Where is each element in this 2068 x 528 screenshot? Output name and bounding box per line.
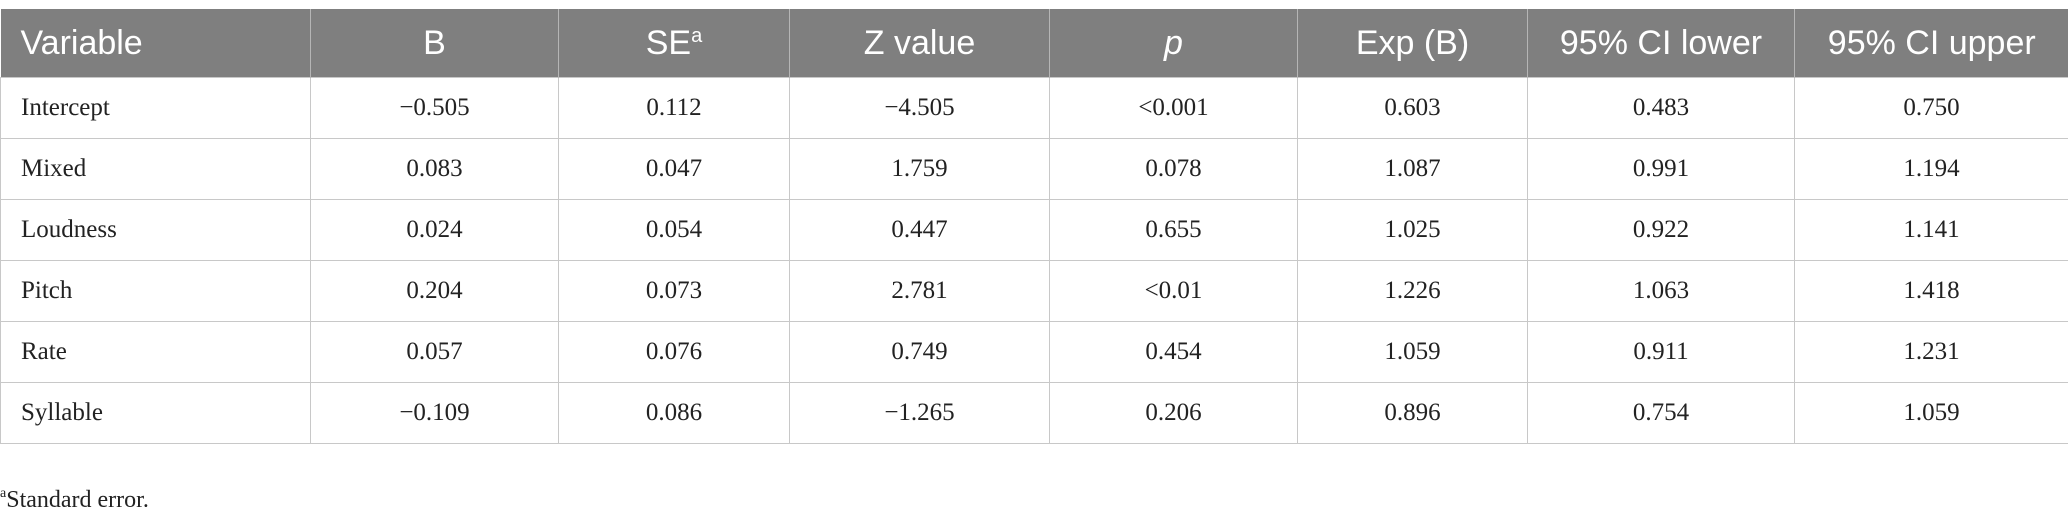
header-text: p — [1164, 23, 1183, 62]
table-cell: 1.231 — [1794, 321, 2068, 383]
table-cell: Mixed — [0, 138, 311, 200]
table-cell: 0.991 — [1527, 138, 1795, 200]
header-text: Z value — [863, 23, 976, 62]
table-cell: 0.047 — [558, 138, 790, 200]
table-row: Loudness 0.024 0.054 0.447 0.655 1.025 0.922 1.… — [0, 199, 2068, 261]
table-cell: 0.750 — [1794, 77, 2068, 139]
table-body: Intercept −0.505 0.112 −4.505 <0.001 0.603 0.4… — [0, 77, 2068, 444]
results-table: Variable B SEa Z value p Exp (B) 95% CI lower 9… — [0, 9, 2068, 444]
header-text: B — [423, 23, 446, 62]
table-cell: 0.655 — [1049, 199, 1298, 261]
table-cell: Syllable — [0, 382, 311, 444]
header-cell: 95% CI lower — [1527, 9, 1795, 78]
table-row: Mixed 0.083 0.047 1.759 0.078 1.087 0.991 1.194 — [0, 138, 2068, 200]
table-cell: 0.483 — [1527, 77, 1795, 139]
table-cell: 0.054 — [558, 199, 790, 261]
header-cell: Exp (B) — [1297, 9, 1528, 78]
table-row: Pitch 0.204 0.073 2.781 <0.01 1.226 1.063 1.418 — [0, 260, 2068, 322]
table-cell: 1.059 — [1794, 382, 2068, 444]
footnote-text: Standard error. — [6, 487, 149, 513]
header-cell: p — [1049, 9, 1298, 78]
header-text: Variable — [20, 23, 143, 62]
table-cell: 0.057 — [310, 321, 559, 383]
table-row: Rate 0.057 0.076 0.749 0.454 1.059 0.911 1.231 — [0, 321, 2068, 383]
table-cell: 0.076 — [558, 321, 790, 383]
table-cell: 2.781 — [789, 260, 1050, 322]
table-cell: 0.603 — [1297, 77, 1528, 139]
header-text: 95% CI lower — [1559, 23, 1763, 62]
table-cell: 0.749 — [789, 321, 1050, 383]
table-cell: −0.109 — [310, 382, 559, 444]
header-cell: Z value — [789, 9, 1050, 78]
footnote: aStandard error. — [0, 486, 149, 514]
table-cell: 0.454 — [1049, 321, 1298, 383]
header-text: Exp (B) — [1355, 23, 1470, 62]
table-cell: 1.141 — [1794, 199, 2068, 261]
table-cell: 1.418 — [1794, 260, 2068, 322]
table-cell: 0.911 — [1527, 321, 1795, 383]
header-text: SE — [645, 23, 692, 62]
table-cell: 0.754 — [1527, 382, 1795, 444]
table-cell: 0.083 — [310, 138, 559, 200]
table-cell: 0.922 — [1527, 199, 1795, 261]
table-cell: 0.204 — [310, 260, 559, 322]
header-cell: 95% CI upper — [1794, 9, 2068, 78]
table-cell: Loudness — [0, 199, 311, 261]
table-cell: 0.112 — [558, 77, 790, 139]
table-cell: −4.505 — [789, 77, 1050, 139]
table-cell: 1.759 — [789, 138, 1050, 200]
table-cell: Rate — [0, 321, 311, 383]
table-cell: <0.01 — [1049, 260, 1298, 322]
table-cell: 1.059 — [1297, 321, 1528, 383]
table-cell: 1.087 — [1297, 138, 1528, 200]
table-cell: <0.001 — [1049, 77, 1298, 139]
table-cell: 0.024 — [310, 199, 559, 261]
header-footnote-marker: a — [691, 24, 703, 47]
table-cell: −0.505 — [310, 77, 559, 139]
table-row: Syllable −0.109 0.086 −1.265 0.206 0.896 0.754… — [0, 382, 2068, 444]
table-cell: −1.265 — [789, 382, 1050, 444]
footnote-marker: a — [0, 486, 7, 501]
table-cell: 1.226 — [1297, 260, 1528, 322]
header-row: Variable B SEa Z value p Exp (B) 95% CI lower 9… — [0, 9, 2068, 78]
table-cell: Intercept — [0, 77, 311, 139]
table-cell: 0.206 — [1049, 382, 1298, 444]
table-cell: 1.025 — [1297, 199, 1528, 261]
header-cell: Variable — [0, 9, 311, 78]
header-cell: SEa — [558, 9, 790, 78]
header-cell: B — [310, 9, 559, 78]
table-cell: 0.073 — [558, 260, 790, 322]
table-cell: Pitch — [0, 260, 311, 322]
table-cell: 0.896 — [1297, 382, 1528, 444]
table-row: Intercept −0.505 0.112 −4.505 <0.001 0.603 0.4… — [0, 77, 2068, 139]
table-cell: 0.078 — [1049, 138, 1298, 200]
table-cell: 1.063 — [1527, 260, 1795, 322]
table-cell: 1.194 — [1794, 138, 2068, 200]
header-text: 95% CI upper — [1827, 23, 2036, 62]
table-cell: 0.086 — [558, 382, 790, 444]
table-cell: 0.447 — [789, 199, 1050, 261]
